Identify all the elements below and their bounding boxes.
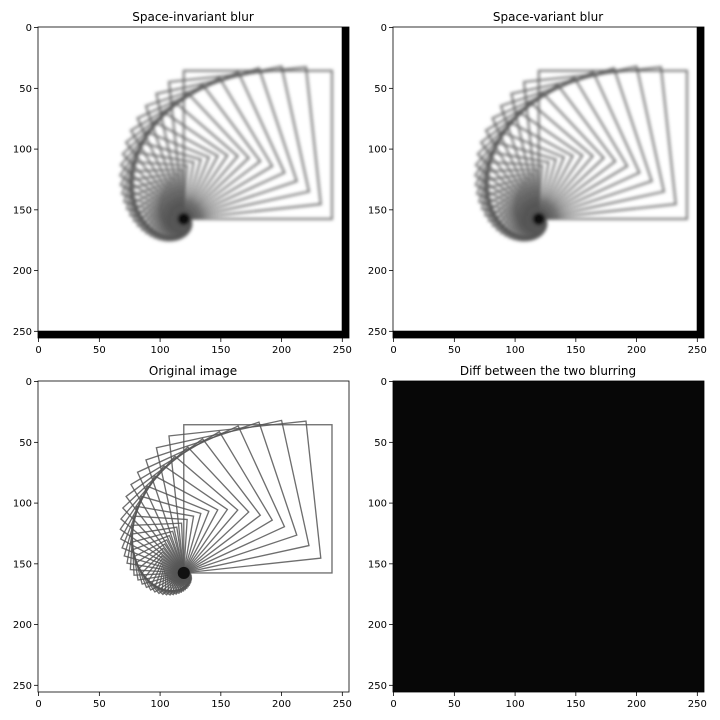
spiral-squares	[119, 419, 333, 596]
image-background	[38, 381, 349, 692]
diff-image	[393, 381, 704, 692]
x-tick-label: 0	[390, 345, 396, 356]
x-tick-label: 250	[333, 699, 352, 710]
panel-original-image: Original image 0 50 100 150 200 2500501001502…	[13, 364, 352, 710]
x-tick-label: 250	[688, 699, 707, 710]
x-tick-label: 0	[35, 345, 41, 356]
y-tick-label: 150	[368, 559, 387, 570]
spiral-square	[155, 419, 310, 574]
panel-space-variant-blur: Space-variant blur 0 50 100 150 200 250050100…	[368, 10, 707, 356]
panel-space-invariant-blur: Space-invariant blur 0 50 100 150 200 2500501…	[13, 10, 352, 356]
y-tick-label: 50	[374, 84, 387, 95]
axes-frame	[37, 380, 350, 693]
x-tick-label: 0	[35, 699, 41, 710]
right-black-border	[341, 27, 349, 338]
x-tick-label: 50	[448, 345, 461, 356]
x-tick-label: 50	[93, 699, 106, 710]
panel-title: Space-invariant blur	[132, 10, 254, 24]
bottom-black-border	[393, 330, 704, 338]
panel-title: Original image	[149, 364, 237, 378]
image-area	[38, 27, 349, 338]
right-black-border	[696, 27, 704, 338]
y-tick-label: 0	[26, 377, 32, 388]
image-area	[393, 27, 704, 338]
axes-frame	[392, 26, 705, 339]
y-tick-label: 0	[26, 23, 32, 34]
x-tick-label: 100	[506, 699, 525, 710]
y-tick-label: 50	[19, 438, 32, 449]
x-tick-label: 50	[448, 699, 461, 710]
panel-diff: Diff between the two blurring 0 50 100 150 2…	[368, 364, 707, 710]
y-tick-label: 50	[374, 438, 387, 449]
y-tick-label: 200	[368, 266, 387, 277]
y-tick-label: 250	[368, 681, 387, 692]
x-tick-label: 0	[390, 699, 396, 710]
spiral-core	[177, 212, 190, 226]
x-tick-label: 150	[566, 699, 585, 710]
y-tick-label: 100	[368, 499, 387, 510]
y-tick-label: 250	[368, 327, 387, 338]
x-tick-label: 250	[333, 345, 352, 356]
image-area	[393, 381, 704, 692]
x-tick-label: 250	[688, 345, 707, 356]
axes-frame	[392, 380, 705, 693]
x-tick-label: 50	[93, 345, 106, 356]
spiral-core	[177, 566, 190, 580]
y-tick-label: 100	[13, 145, 32, 156]
y-tick-label: 150	[368, 205, 387, 216]
x-tick-label: 200	[627, 345, 646, 356]
spiral-squares	[473, 65, 688, 243]
spiral-square	[168, 420, 322, 574]
x-tick-label: 200	[627, 699, 646, 710]
bottom-black-border	[38, 330, 349, 338]
x-tick-label: 100	[151, 345, 170, 356]
image-area	[38, 381, 349, 692]
y-tick-label: 100	[368, 145, 387, 156]
spiral-square	[183, 424, 333, 574]
x-tick-label: 100	[506, 345, 525, 356]
y-tick-label: 250	[13, 681, 32, 692]
y-tick-label: 0	[381, 23, 387, 34]
y-tick-label: 200	[368, 620, 387, 631]
spiral-core	[532, 212, 545, 226]
x-tick-label: 150	[211, 699, 230, 710]
x-tick-label: 100	[151, 699, 170, 710]
axes-frame	[37, 26, 350, 339]
y-tick-label: 100	[13, 499, 32, 510]
y-tick-label: 150	[13, 559, 32, 570]
y-tick-label: 150	[13, 205, 32, 216]
y-tick-label: 0	[381, 377, 387, 388]
x-tick-label: 150	[566, 345, 585, 356]
y-tick-label: 200	[13, 620, 32, 631]
panel-title: Diff between the two blurring	[460, 364, 636, 378]
x-tick-label: 200	[272, 699, 291, 710]
spiral-squares	[118, 65, 333, 243]
y-tick-label: 250	[13, 327, 32, 338]
panel-title: Space-variant blur	[493, 10, 603, 24]
x-tick-label: 150	[211, 345, 230, 356]
y-tick-label: 200	[13, 266, 32, 277]
y-tick-label: 50	[19, 84, 32, 95]
x-tick-label: 200	[272, 345, 291, 356]
